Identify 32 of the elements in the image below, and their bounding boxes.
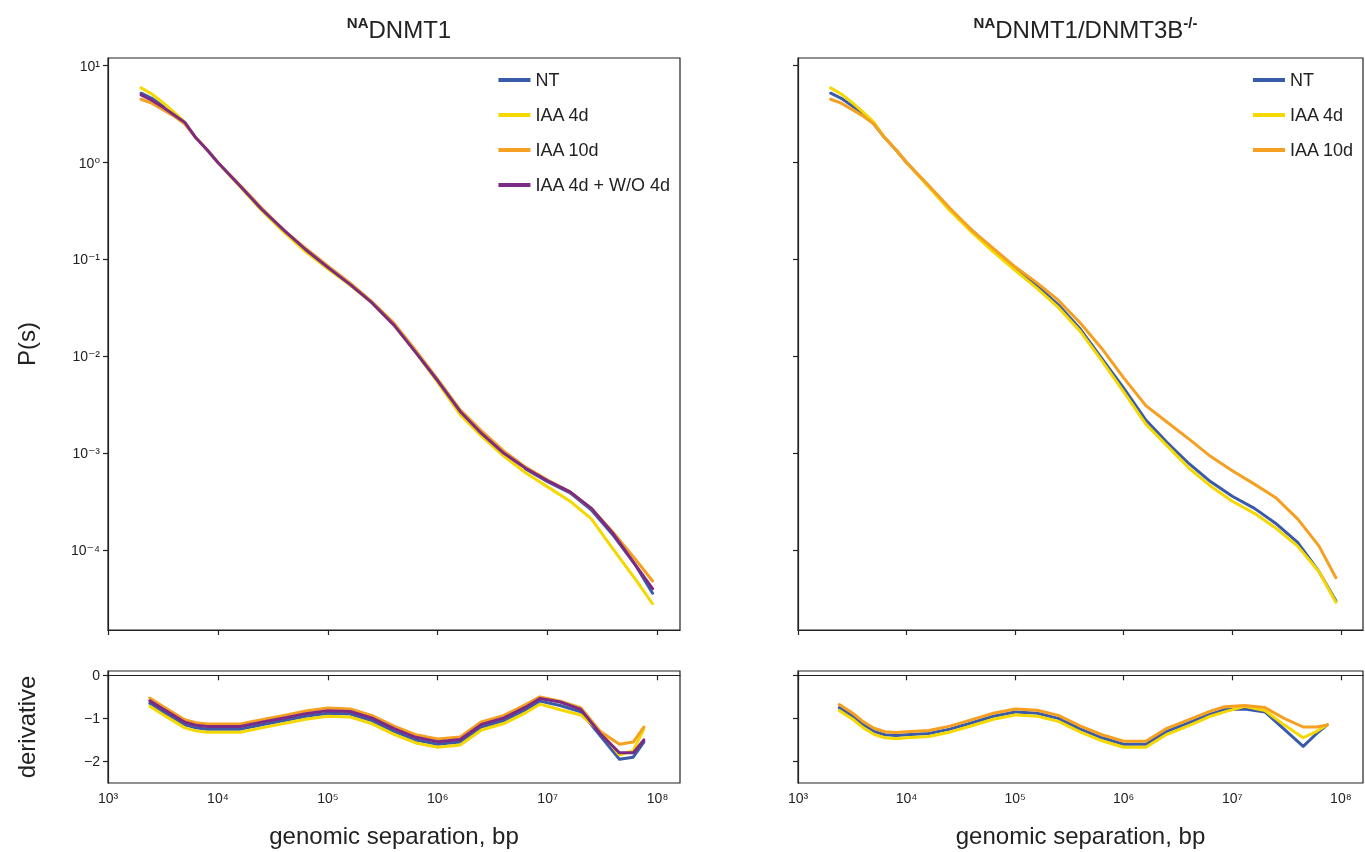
y-tick-label: −2 — [84, 753, 101, 770]
x-tick-label: 10⁷ — [1221, 790, 1243, 806]
y-tick-label: −1 — [84, 710, 101, 727]
y-axis-title: P(s) — [12, 322, 40, 366]
y-tick-label: 10⁻² — [72, 348, 101, 365]
x-tick-label: 10⁴ — [207, 790, 229, 806]
x-tick-label: 10⁸ — [646, 790, 669, 806]
x-tick-label: 10³ — [787, 790, 809, 806]
y-tick-label: 10⁰ — [78, 154, 101, 171]
x-tick-label: 10³ — [97, 790, 119, 806]
legend-label: IAA 4d — [1289, 105, 1343, 125]
x-tick-label: 10⁶ — [427, 790, 449, 806]
y-tick-label: 10⁻¹ — [72, 251, 101, 268]
x-tick-label: 10⁷ — [537, 790, 558, 806]
y-tick-label: 10⁻⁴ — [71, 542, 100, 559]
x-tick-label: 10⁴ — [895, 790, 918, 806]
x-tick-label: 10⁵ — [317, 790, 339, 806]
y-axis-title: derivative — [12, 675, 40, 779]
y-tick-label: 10⁻³ — [72, 445, 101, 462]
legend-label: IAA 10d — [1289, 140, 1354, 160]
y-tick-label: 0 — [92, 667, 101, 684]
legend-label: IAA 10d — [535, 140, 599, 160]
y-tick-label: 10¹ — [79, 57, 101, 74]
x-tick-label: 10⁸ — [1330, 790, 1352, 806]
legend-label: IAA 4d — [535, 105, 589, 125]
x-tick-label: 10⁵ — [1004, 790, 1026, 806]
x-tick-label: 10⁶ — [1113, 790, 1135, 806]
legend-label: NT — [1289, 70, 1314, 90]
x-axis-title: genomic separation, bp — [955, 821, 1206, 849]
legend-label: IAA 4d + W/O 4d — [535, 175, 671, 195]
x-axis-title: genomic separation, bp — [269, 821, 519, 849]
legend-label: NT — [535, 70, 560, 90]
